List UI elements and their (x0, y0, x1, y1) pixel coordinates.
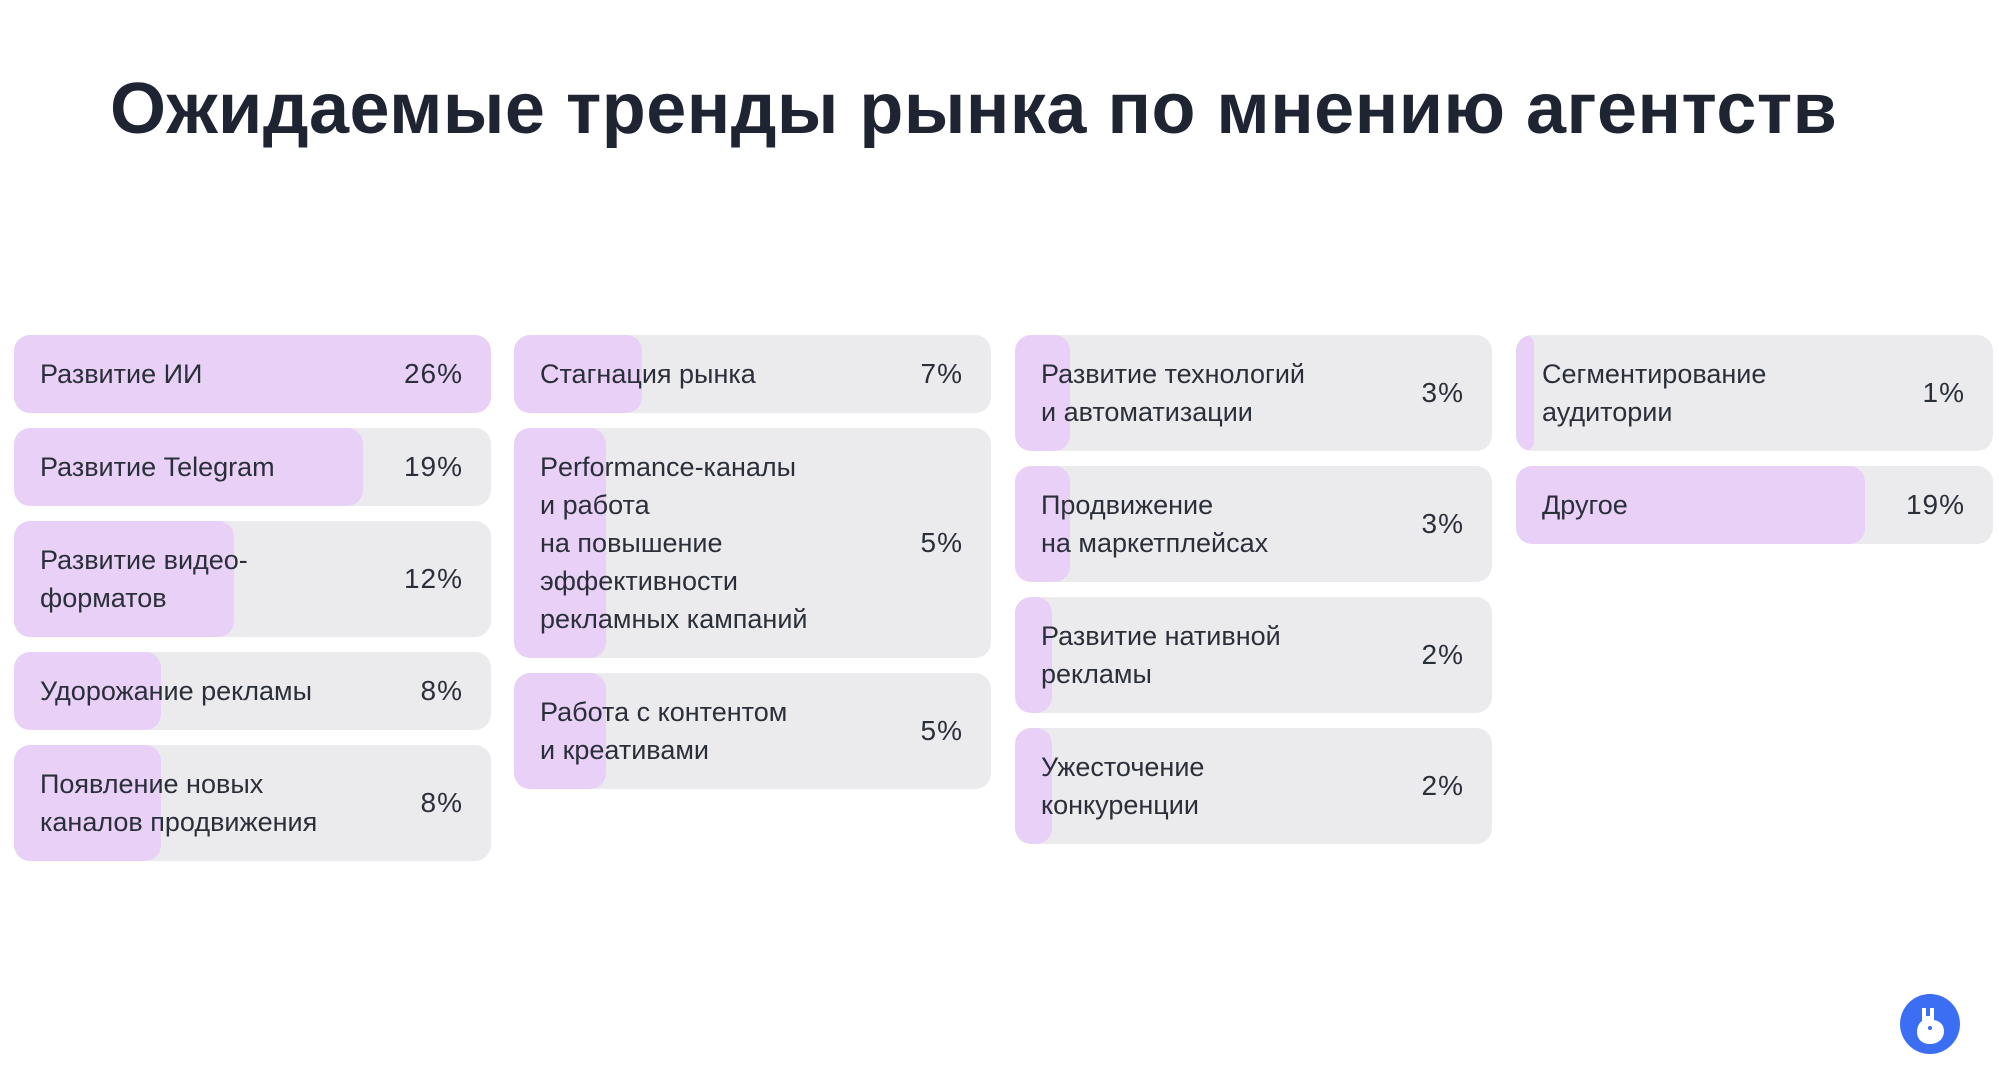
trend-label: Удорожание рекламы (40, 676, 313, 706)
page-title: Ожидаемые тренды рынка по мнению агентст… (110, 69, 1838, 149)
trend-label: Ужесточение конкуренции (1041, 752, 1205, 820)
trend-bar: Развитие ИИ 26% (14, 335, 491, 413)
trend-value: 5% (920, 715, 963, 746)
trend-label: Сегментирование аудитории (1542, 359, 1767, 427)
trend-value: 19% (1905, 489, 1965, 520)
trend-label: Развитие видео- форматов (40, 545, 248, 613)
trend-label: Развитие ИИ (40, 359, 203, 389)
trend-bar-fill (514, 335, 642, 413)
trend-value: 5% (920, 527, 963, 558)
trend-value: 8% (420, 675, 463, 706)
trend-bar-fill (14, 652, 161, 730)
trend-bar: Развитие технологий и автоматизации 3% (1015, 335, 1492, 451)
trend-bar-fill (514, 673, 606, 789)
trend-value: 12% (403, 563, 463, 594)
trend-value: 3% (1421, 508, 1464, 539)
trend-label: Развитие Telegram (40, 452, 275, 482)
trend-bar: Развитие Telegram 19% (14, 428, 491, 506)
chart-column-3: Развитие технологий и автоматизации 3% Про… (1015, 335, 1492, 859)
trend-label: Performance-каналы и работа на повышение… (540, 452, 808, 634)
trend-bar-fill (1015, 728, 1052, 844)
trend-label: Работа с контентом и креативами (540, 697, 788, 765)
trend-bar: Ужесточение конкуренции 2% (1015, 728, 1492, 844)
trend-bar: Performance-каналы и работа на повышение… (514, 428, 991, 658)
trend-bar: Развитие видео- форматов 12% (14, 521, 491, 637)
chart-column-1: Развитие ИИ 26% Развитие Telegram 19% Развит… (14, 335, 491, 876)
llama-logo-icon (1900, 994, 1960, 1054)
trend-bar: Другое 19% (1516, 466, 1993, 544)
trend-bar-fill (14, 745, 161, 861)
trend-label: Стагнация рынка (540, 359, 756, 389)
chart-column-4: Сегментирование аудитории 1% Другое 19% (1516, 335, 1993, 559)
trend-bar: Сегментирование аудитории 1% (1516, 335, 1993, 451)
trend-bar: Появление новых каналов продвижения 8% (14, 745, 491, 861)
trend-label: Появление новых каналов продвижения (40, 769, 318, 837)
trend-bar-fill (1015, 466, 1070, 582)
trend-bar-fill (514, 428, 606, 658)
trend-label: Другое (1542, 490, 1628, 520)
trend-label: Продвижение на маркетплейсах (1041, 490, 1269, 558)
trend-value: 3% (1421, 377, 1464, 408)
trend-value: 1% (1922, 377, 1965, 408)
trend-bar-fill (1015, 335, 1070, 451)
chart-column-2: Стагнация рынка 7% Performance-каналы и ра… (514, 335, 991, 804)
trend-value: 26% (403, 358, 463, 389)
trend-label: Развитие нативной рекламы (1041, 621, 1281, 689)
trend-value: 8% (420, 787, 463, 818)
trend-bar-fill (1516, 335, 1534, 451)
trend-value: 2% (1421, 639, 1464, 670)
trend-bar: Работа с контентом и креативами 5% (514, 673, 991, 789)
trend-value: 7% (920, 358, 963, 389)
trend-value: 19% (403, 451, 463, 482)
trend-bar-fill (1015, 597, 1052, 713)
trend-bar-fill (1516, 466, 1865, 544)
trend-bar-fill (14, 428, 363, 506)
trend-bar: Развитие нативной рекламы 2% (1015, 597, 1492, 713)
trend-label: Развитие технологий и автоматизации (1041, 359, 1306, 427)
trend-bar: Продвижение на маркетплейсах 3% (1015, 466, 1492, 582)
trend-value: 2% (1421, 770, 1464, 801)
trend-bar: Удорожание рекламы 8% (14, 652, 491, 730)
trend-bar-fill (14, 521, 234, 637)
trend-bar: Стагнация рынка 7% (514, 335, 991, 413)
trend-bar-fill (14, 335, 491, 413)
